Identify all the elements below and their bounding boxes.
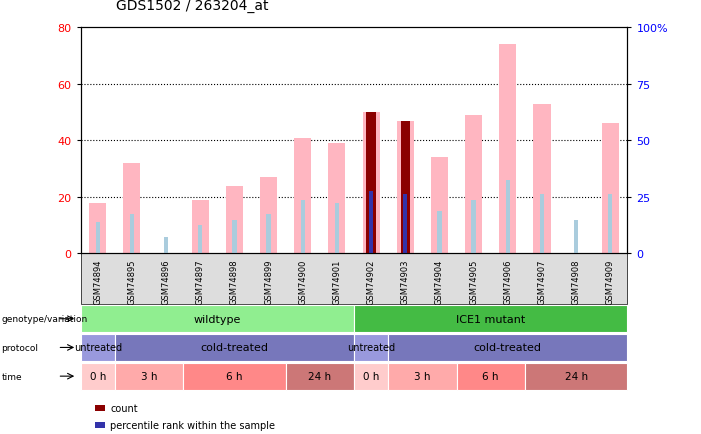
Bar (123, 164, 140, 254)
Text: 24 h: 24 h (308, 372, 332, 381)
Bar (362, 113, 380, 254)
Text: untreated: untreated (74, 343, 122, 352)
Bar (465, 115, 482, 254)
Text: GDS1502 / 263204_at: GDS1502 / 263204_at (116, 0, 268, 13)
Bar (369, 192, 373, 254)
Bar (164, 237, 168, 254)
Text: 24 h: 24 h (564, 372, 587, 381)
Text: 3 h: 3 h (141, 372, 157, 381)
Text: wildtype: wildtype (193, 314, 241, 324)
Bar (232, 220, 236, 254)
Bar (191, 200, 209, 254)
Bar (198, 226, 203, 254)
Bar (89, 203, 107, 254)
Text: 0 h: 0 h (363, 372, 379, 381)
Bar (437, 211, 442, 254)
Text: 6 h: 6 h (226, 372, 243, 381)
Bar (601, 124, 619, 254)
Text: protocol: protocol (1, 343, 39, 352)
Bar (431, 158, 448, 254)
Text: untreated: untreated (347, 343, 395, 352)
Bar (95, 223, 100, 254)
Text: genotype/variation: genotype/variation (1, 315, 88, 323)
Bar (335, 203, 339, 254)
Bar (266, 214, 271, 254)
Bar (574, 220, 578, 254)
Bar (540, 194, 544, 254)
Bar (260, 178, 277, 254)
Bar (505, 181, 510, 254)
Text: cold-treated: cold-treated (200, 343, 268, 352)
Text: time: time (1, 372, 22, 381)
Bar (499, 45, 517, 254)
Text: cold-treated: cold-treated (474, 343, 542, 352)
Text: 6 h: 6 h (482, 372, 499, 381)
Bar (400, 121, 410, 254)
Bar (328, 144, 346, 254)
Bar (403, 194, 407, 254)
Text: ICE1 mutant: ICE1 mutant (456, 314, 525, 324)
Bar (294, 138, 311, 254)
Bar (608, 194, 613, 254)
Text: percentile rank within the sample: percentile rank within the sample (110, 420, 275, 430)
Bar (367, 113, 376, 254)
Bar (301, 200, 305, 254)
Text: 3 h: 3 h (414, 372, 430, 381)
Bar (472, 200, 476, 254)
Bar (397, 121, 414, 254)
Text: count: count (110, 404, 137, 413)
Bar (226, 186, 243, 254)
Bar (533, 104, 550, 254)
Bar (130, 214, 134, 254)
Text: 0 h: 0 h (90, 372, 106, 381)
